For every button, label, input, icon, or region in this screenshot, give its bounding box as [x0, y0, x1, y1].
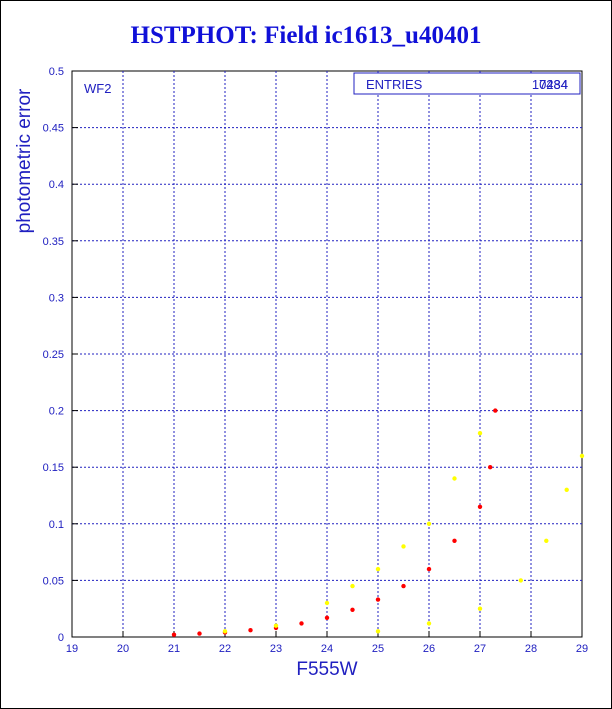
x-axis-label: F555W	[296, 659, 357, 680]
data-point-yellow	[544, 538, 549, 543]
y-tick-label: 0.45	[43, 123, 64, 135]
data-point-red	[477, 504, 483, 509]
data-point-red	[171, 632, 177, 637]
stats-box-frame	[353, 72, 581, 95]
x-tick-label: 22	[219, 643, 231, 655]
chart-title: HSTPHOT: Field ic1613_u40401	[130, 22, 482, 49]
data-point-yellow	[564, 487, 569, 492]
data-point-red	[401, 583, 406, 589]
x-tick-label: 29	[576, 643, 588, 655]
y-tick-label: 0.35	[43, 236, 64, 248]
y-tick-label: 0.5	[49, 66, 64, 78]
data-point-yellow	[350, 583, 355, 589]
x-tick-label: 26	[423, 643, 435, 655]
data-point-red	[488, 465, 493, 470]
panel-label: WF2	[84, 81, 111, 96]
data-point-red	[375, 597, 381, 602]
data-point-yellow	[375, 629, 381, 634]
x-tick-label: 27	[474, 643, 486, 655]
x-tick-labels: 19 20 21 22 23 24 25 26 27 28 29	[66, 643, 588, 655]
data-point-yellow	[324, 600, 330, 606]
x-tick-label: 20	[117, 643, 129, 655]
y-tick-label: 0.3	[49, 292, 64, 304]
data-point-red	[493, 408, 498, 413]
data-point-yellow	[579, 453, 585, 459]
data-point-yellow	[273, 623, 279, 628]
y-tick-label: 0.25	[43, 349, 64, 361]
x-tick-label: 21	[168, 643, 180, 655]
data-point-yellow	[452, 476, 457, 481]
data-point-yellow	[222, 629, 228, 634]
y-tick-labels: 0 0.05 0.1 0.15 0.2 0.25 0.3 0.35 0.4 0.45 0.5	[43, 66, 64, 644]
data-point-red	[197, 631, 202, 636]
x-tick-label: 24	[321, 643, 333, 655]
grid-lines	[71, 70, 583, 638]
data-point-yellow	[401, 544, 406, 549]
data-point-red	[452, 538, 457, 543]
y-tick-label: 0.05	[43, 575, 64, 587]
x-tick-label: 28	[525, 643, 537, 655]
data-point-red	[350, 607, 355, 612]
data-point-red	[299, 621, 304, 626]
data-point-yellow	[426, 621, 432, 626]
x-tick-label: 19	[66, 643, 78, 655]
y-tick-label: 0.1	[49, 519, 64, 531]
stats-entries-value: 10484	[532, 77, 568, 92]
data-point-red	[324, 615, 330, 620]
stats-entries-label: ENTRIES	[366, 77, 423, 92]
y-tick-label: 0.2	[49, 406, 64, 418]
data-point-yellow	[375, 566, 381, 572]
y-axis-label: photometric error	[14, 88, 35, 233]
data-point-red	[248, 628, 253, 633]
data-point-yellow	[477, 606, 483, 611]
data-point-yellow	[477, 431, 483, 436]
y-tick-label: 0.15	[43, 462, 64, 474]
y-tick-label: 0.4	[49, 179, 64, 191]
stats-box: ENTRIES 10484 7234	[353, 72, 581, 95]
data-point-yellow	[518, 578, 523, 583]
y-tick-label: 0	[58, 632, 64, 644]
data-point-yellow	[426, 521, 432, 526]
stats-entries-value: 7234	[539, 77, 568, 92]
data-points	[171, 408, 585, 637]
x-tick-label: 25	[372, 643, 384, 655]
data-point-red	[426, 566, 432, 572]
x-tick-label: 23	[270, 643, 282, 655]
